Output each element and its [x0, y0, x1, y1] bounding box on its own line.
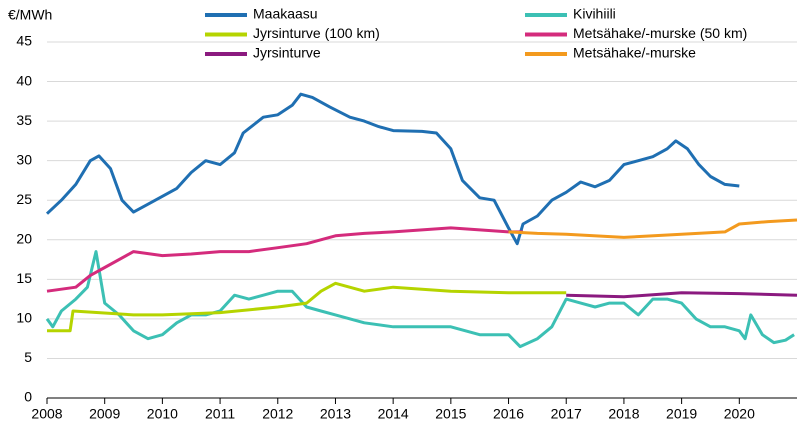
x-tick-label: 2018: [608, 406, 639, 422]
y-tick-label: 20: [16, 230, 32, 246]
legend-label: Maakaasu: [253, 6, 318, 22]
y-tick-label: 25: [16, 191, 32, 207]
series-line: [45, 250, 795, 349]
y-tick-label: 30: [16, 151, 32, 167]
y-axis-label: €/MWh: [8, 7, 52, 23]
legend-label: Kivihiili: [573, 6, 616, 22]
x-tick-label: 2015: [435, 406, 466, 422]
legend-label: Jyrsinturve: [253, 45, 321, 61]
series-line: [566, 291, 798, 299]
y-tick-label: 40: [16, 72, 32, 88]
legend-label: Metsähake/-murske: [573, 45, 696, 61]
x-tick-label: 2010: [147, 406, 178, 422]
x-tick-label: 2009: [89, 406, 120, 422]
x-tick-label: 2013: [320, 406, 351, 422]
x-tick-label: 2019: [666, 406, 697, 422]
y-tick-label: 5: [24, 349, 32, 365]
x-tick-label: 2017: [551, 406, 582, 422]
x-tick-label: 2020: [724, 406, 755, 422]
y-tick-label: 10: [16, 310, 32, 326]
y-tick-label: 35: [16, 112, 32, 128]
y-tick-label: 45: [16, 33, 32, 49]
series-line: [47, 281, 567, 333]
legend-label: Jyrsinturve (100 km): [253, 25, 380, 41]
series-line: [508, 218, 798, 239]
x-tick-label: 2016: [493, 406, 524, 422]
y-tick-label: 0: [24, 389, 32, 405]
series-line: [45, 92, 740, 246]
x-tick-label: 2008: [31, 406, 62, 422]
x-tick-label: 2014: [378, 406, 409, 422]
series-line: [46, 226, 523, 293]
y-tick-label: 15: [16, 270, 32, 286]
x-tick-label: 2012: [262, 406, 293, 422]
legend-label: Metsähake/-murske (50 km): [573, 25, 747, 41]
x-tick-label: 2011: [205, 406, 235, 422]
